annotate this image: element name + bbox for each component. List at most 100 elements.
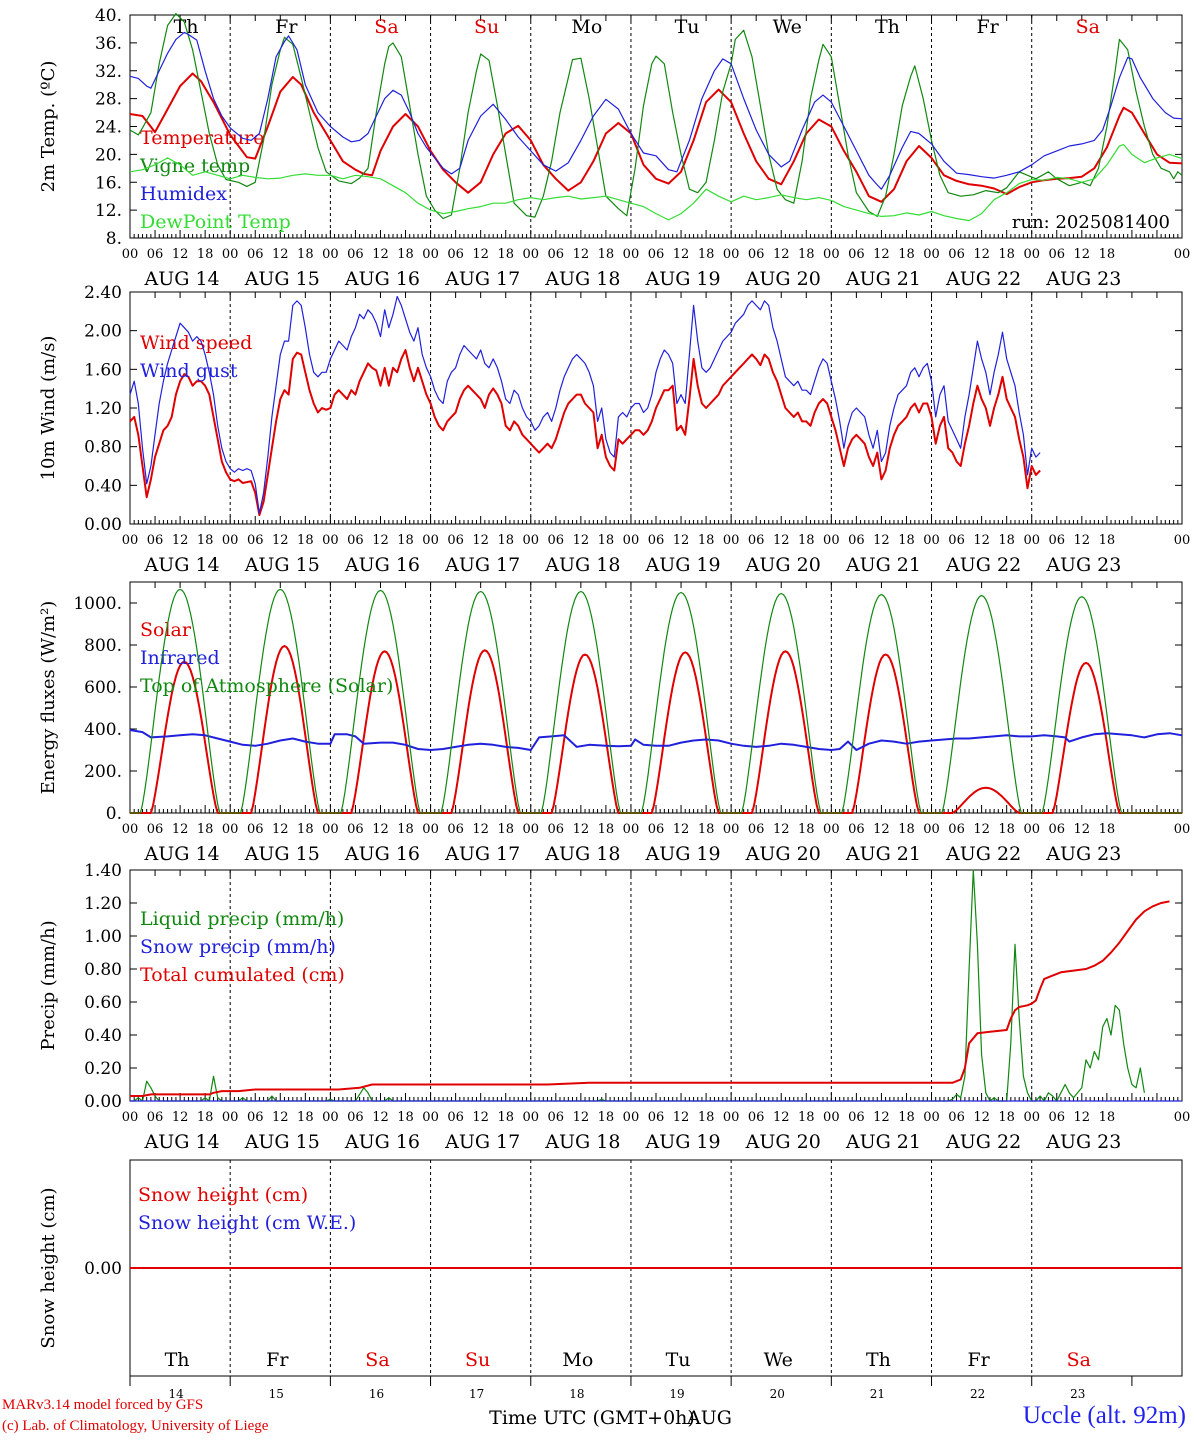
day-name: Th xyxy=(875,16,900,38)
date-label: AUG 18 xyxy=(544,843,620,865)
day-name: Su xyxy=(474,16,499,38)
day-name: Th xyxy=(165,1349,190,1371)
hour-tick-label: 06 xyxy=(347,822,364,837)
legend-entry: Total cumulated (cm) xyxy=(140,964,345,986)
date-label: AUG 17 xyxy=(444,843,520,865)
date-label: AUG 21 xyxy=(845,268,921,290)
day-number: 21 xyxy=(870,1387,885,1401)
hour-tick-label: 06 xyxy=(648,1110,665,1125)
hour-tick-label: 00 xyxy=(322,533,339,548)
hour-tick-label: 06 xyxy=(1048,247,1065,262)
hour-tick-label: 00 xyxy=(1174,533,1191,548)
series-line xyxy=(129,729,1183,751)
hour-tick-label: 06 xyxy=(147,247,164,262)
hour-tick-label: 18 xyxy=(698,1110,715,1125)
hour-tick-label: 12 xyxy=(773,822,790,837)
date-label: AUG 17 xyxy=(444,1131,520,1153)
hour-tick-label: 00 xyxy=(222,247,239,262)
y-tick-label: 40. xyxy=(95,6,122,26)
hour-tick-label: 06 xyxy=(247,1110,264,1125)
hour-tick-label: 12 xyxy=(773,247,790,262)
station-name: Uccle (alt. 92m) xyxy=(1022,1402,1186,1429)
hour-tick-label: 06 xyxy=(347,1110,364,1125)
day-name: Sa xyxy=(1076,16,1100,38)
day-name: Fr xyxy=(275,16,298,38)
hour-tick-label: 12 xyxy=(673,822,690,837)
date-label: AUG 21 xyxy=(845,843,921,865)
hour-tick-label: 18 xyxy=(497,822,514,837)
hour-tick-label: 12 xyxy=(773,533,790,548)
day-name: Sa xyxy=(365,1349,389,1371)
hour-tick-label: 06 xyxy=(748,1110,765,1125)
hour-tick-label: 18 xyxy=(898,247,915,262)
day-number: 18 xyxy=(569,1387,584,1401)
day-name: Fr xyxy=(967,1349,990,1371)
day-name: Mo xyxy=(562,1349,593,1371)
hour-tick-label: 18 xyxy=(598,1110,615,1125)
hour-tick-label: 12 xyxy=(673,247,690,262)
day-number: 20 xyxy=(770,1387,785,1401)
hour-tick-label: 06 xyxy=(948,822,965,837)
date-label: AUG 16 xyxy=(344,268,420,290)
hour-tick-label: 12 xyxy=(773,1110,790,1125)
y-tick-label: 0.00 xyxy=(84,515,122,535)
hour-tick-label: 06 xyxy=(548,247,565,262)
hour-tick-label: 12 xyxy=(472,533,489,548)
day-name: Su xyxy=(465,1349,490,1371)
hour-tick-label: 00 xyxy=(1023,822,1040,837)
hour-tick-label: 18 xyxy=(197,533,214,548)
hour-tick-label: 18 xyxy=(397,533,414,548)
hour-tick-label: 00 xyxy=(823,1110,840,1125)
y-tick-label: 0.40 xyxy=(84,476,122,496)
hour-tick-label: 12 xyxy=(172,533,189,548)
hour-tick-label: 12 xyxy=(372,1110,389,1125)
hour-tick-label: 06 xyxy=(648,822,665,837)
hour-tick-label: 18 xyxy=(698,822,715,837)
hour-tick-label: 12 xyxy=(372,822,389,837)
y-tick-label: 12. xyxy=(95,201,122,221)
hour-tick-label: 18 xyxy=(598,533,615,548)
day-name: Tu xyxy=(666,1349,691,1371)
date-label: AUG 22 xyxy=(945,1131,1021,1153)
y-tick-label: 28. xyxy=(95,90,122,110)
y-tick-label: 0.60 xyxy=(84,993,122,1013)
hour-tick-label: 12 xyxy=(1074,822,1091,837)
legend-entry: Liquid precip (mm/h) xyxy=(140,908,344,930)
hour-tick-label: 06 xyxy=(247,822,264,837)
y-tick-label: 400. xyxy=(84,720,122,740)
y-tick-label: 24. xyxy=(95,118,122,138)
legend-entry: DewPoint Temp xyxy=(140,211,291,233)
date-label: AUG 16 xyxy=(344,1131,420,1153)
hour-tick-label: 18 xyxy=(497,247,514,262)
day-name: Fr xyxy=(266,1349,289,1371)
hour-tick-label: 18 xyxy=(297,533,314,548)
run-annotation: run: 2025081400 xyxy=(1012,212,1170,233)
hour-tick-label: 12 xyxy=(272,533,289,548)
date-label: AUG 21 xyxy=(845,554,921,576)
hour-tick-label: 00 xyxy=(723,1110,740,1125)
date-label: AUG 19 xyxy=(644,1131,720,1153)
hour-tick-label: 00 xyxy=(522,247,539,262)
hour-tick-label: 06 xyxy=(247,533,264,548)
hour-tick-label: 00 xyxy=(122,822,139,837)
date-label: AUG 16 xyxy=(344,554,420,576)
series-line xyxy=(129,31,1183,190)
hour-tick-label: 06 xyxy=(147,533,164,548)
y-tick-label: 8. xyxy=(106,229,122,249)
y-tick-label: 1.00 xyxy=(84,927,122,947)
hour-tick-label: 12 xyxy=(272,822,289,837)
hour-tick-label: 00 xyxy=(623,533,640,548)
hour-tick-label: 06 xyxy=(147,1110,164,1125)
series-line xyxy=(129,144,1183,222)
hour-tick-label: 06 xyxy=(447,247,464,262)
hour-tick-label: 06 xyxy=(648,247,665,262)
date-label: AUG 20 xyxy=(745,1131,821,1153)
hour-tick-label: 12 xyxy=(1074,247,1091,262)
day-name: Sa xyxy=(374,16,398,38)
x-axis-month: AUG xyxy=(686,1407,732,1429)
hour-tick-label: 00 xyxy=(122,247,139,262)
hour-tick-label: 00 xyxy=(422,247,439,262)
hour-tick-label: 12 xyxy=(172,1110,189,1125)
day-name: Fr xyxy=(976,16,999,38)
